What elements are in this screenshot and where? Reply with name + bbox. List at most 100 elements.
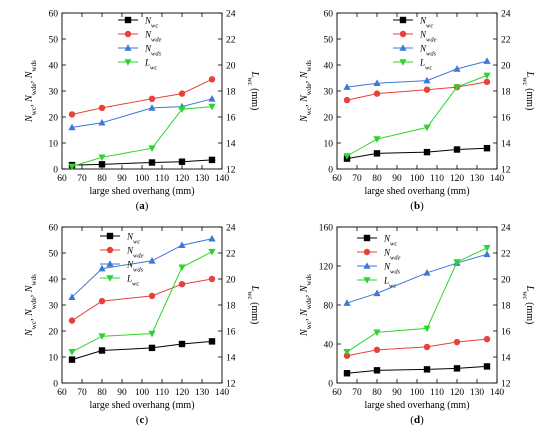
- y2-tick-label: 12: [501, 165, 511, 175]
- legend-label: Nwde: [126, 246, 144, 260]
- y-tick-label: 50: [324, 35, 334, 45]
- y2-tick-label: 24: [226, 223, 236, 233]
- data-point-n-wds: [68, 293, 76, 300]
- x-tick-label: 100: [135, 174, 150, 184]
- x-tick-label: 100: [410, 388, 425, 398]
- data-point-n-wc: [178, 340, 186, 348]
- y-tick-label: 120: [319, 262, 334, 272]
- y2-tick-label: 14: [226, 139, 236, 149]
- x-tick-label: 80: [97, 174, 107, 184]
- y2-tick-label: 12: [501, 379, 511, 389]
- y-tick-label: 20: [324, 113, 334, 123]
- y-tick-label: 30: [49, 301, 59, 311]
- data-point-n-wds: [483, 250, 491, 258]
- y2-tick-label: 16: [501, 113, 511, 123]
- data-point-n-wde: [423, 343, 431, 351]
- y-tick-label: 0: [328, 379, 333, 389]
- y-tick-label: 40: [324, 340, 334, 350]
- data-point-n-wc: [483, 363, 491, 370]
- legend-label: Nwds: [144, 44, 162, 58]
- y2-axis-title: Lwc (mm): [521, 285, 535, 325]
- x-axis-title: large shed overhang (mm): [89, 400, 194, 411]
- data-point-n-wc: [423, 366, 431, 373]
- x-tick-label: 70: [352, 174, 362, 184]
- legend-marker: [124, 30, 132, 38]
- plot-frame: [336, 12, 498, 170]
- data-point-n-wc: [208, 338, 216, 345]
- legend-label: Lwc: [419, 58, 432, 72]
- chart-panel-c: 60 70 80 90 100 110 120 130 140 0 10 20 30 40 50 60 12 14…: [24, 223, 260, 426]
- legend-marker: [363, 234, 371, 242]
- data-point-n-wde: [373, 90, 381, 97]
- legend-label: Nwc: [144, 16, 158, 30]
- chart-panel-d: 60 70 80 90 100 110 120 130 140 0 40 80 120 160 12 14 16…: [299, 223, 535, 426]
- y-tick-label: 50: [49, 249, 59, 259]
- series-line-n-wde: [346, 338, 488, 357]
- legend-marker: [399, 59, 407, 66]
- data-point-l-wc: [373, 329, 381, 337]
- y2-tick-label: 22: [226, 35, 236, 45]
- y2-tick-label: 18: [501, 87, 511, 97]
- data-point-n-wde: [98, 104, 106, 112]
- legend-label: Nwde: [144, 30, 162, 44]
- data-point-n-wde: [98, 297, 106, 305]
- x-tick-label: 90: [117, 174, 127, 184]
- x-tick-label: 120: [175, 174, 190, 184]
- panel-label: (d): [410, 414, 424, 426]
- y2-tick-label: 24: [226, 9, 236, 19]
- data-point-l-wc: [453, 259, 461, 266]
- x-tick-label: 140: [490, 174, 505, 184]
- y2-tick-label: 14: [501, 353, 511, 363]
- series-line-n-wds: [71, 98, 213, 128]
- data-point-n-wc: [453, 146, 461, 153]
- x-tick-label: 90: [392, 388, 402, 398]
- x-tick-label: 130: [195, 174, 210, 184]
- y-tick-label: 0: [328, 165, 333, 175]
- data-point-n-wde: [148, 292, 156, 300]
- y2-tick-label: 22: [501, 249, 511, 259]
- y-tick-label: 60: [49, 223, 59, 233]
- y2-tick-label: 16: [501, 327, 511, 337]
- y-tick-label: 10: [49, 353, 59, 363]
- series-line-n-wc: [71, 340, 213, 361]
- x-tick-label: 100: [410, 174, 425, 184]
- x-tick-label: 130: [470, 174, 485, 184]
- y-tick-label: 40: [324, 61, 334, 71]
- x-tick-label: 120: [175, 388, 190, 398]
- y2-tick-label: 12: [226, 165, 236, 175]
- legend-label: Nwc: [126, 232, 140, 246]
- data-point-n-wde: [208, 76, 216, 83]
- data-point-l-wc: [423, 124, 431, 132]
- legend-label: Lwc: [383, 276, 396, 290]
- data-point-n-wc: [373, 150, 381, 157]
- x-tick-label: 110: [430, 388, 444, 398]
- data-point-n-wds: [423, 269, 431, 276]
- y2-tick-label: 18: [226, 87, 236, 97]
- y-tick-label: 0: [53, 165, 58, 175]
- y-axis-title: Nwc, Nwde, Nwds: [299, 274, 313, 337]
- legend-marker: [363, 248, 371, 256]
- legend-label: Lwc: [126, 274, 139, 288]
- data-point-n-wde: [483, 78, 491, 86]
- x-tick-label: 90: [117, 388, 127, 398]
- legend-marker: [399, 16, 407, 24]
- data-point-n-wde: [343, 352, 351, 359]
- x-tick-label: 80: [372, 388, 382, 398]
- x-tick-label: 130: [195, 388, 210, 398]
- x-tick-label: 60: [332, 388, 342, 398]
- y-tick-label: 30: [324, 87, 334, 97]
- y-tick-label: 10: [49, 139, 59, 149]
- y2-tick-label: 14: [501, 139, 511, 149]
- data-point-l-wc: [453, 84, 461, 91]
- y-axis-title: Nwc, Nwde, Nwds: [24, 274, 38, 337]
- x-tick-label: 70: [77, 388, 87, 398]
- plot-frame: [61, 12, 223, 170]
- series-line-n-wc: [346, 147, 488, 160]
- data-point-n-wde: [208, 275, 216, 283]
- data-point-n-wc: [423, 148, 431, 156]
- y-tick-label: 60: [324, 9, 334, 19]
- data-point-l-wc: [148, 330, 156, 338]
- legend-label: Nwds: [419, 44, 437, 58]
- legend-label: Nwds: [383, 262, 401, 276]
- y2-axis-title: Lwc (mm): [246, 71, 260, 111]
